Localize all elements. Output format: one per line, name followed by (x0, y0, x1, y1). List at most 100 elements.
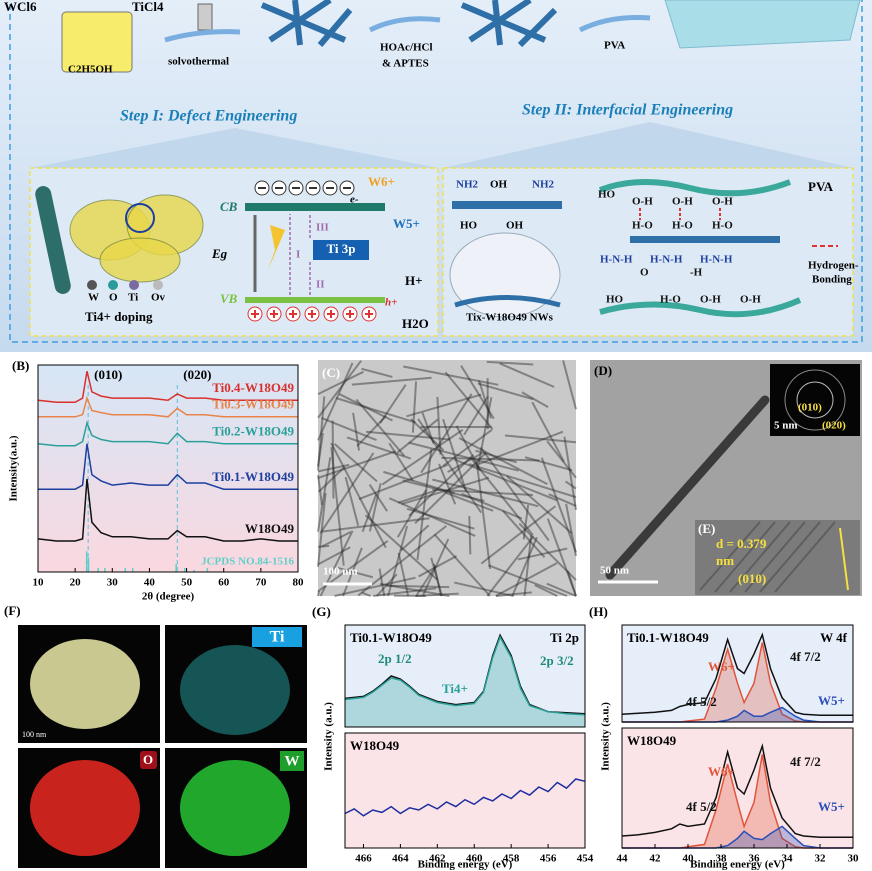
redox-label: H+ (405, 273, 423, 288)
band-label: VB (220, 291, 238, 306)
nanowire (361, 367, 393, 378)
nanowire (344, 476, 360, 527)
light (268, 225, 285, 270)
scale-label: 50 nm (600, 565, 629, 577)
x-tick-label: 50 (181, 577, 193, 589)
badge (252, 627, 302, 647)
nanowire (317, 546, 351, 566)
nanowire (432, 488, 533, 496)
nanowire (317, 396, 326, 471)
nanowire (401, 476, 490, 506)
nanowire (441, 456, 540, 462)
nanowire (396, 418, 439, 454)
nanowire (458, 437, 548, 486)
x-tick-label: 40 (683, 853, 695, 865)
nanowire (506, 475, 573, 535)
level-label: Ti 3p (326, 241, 355, 256)
nanowire (418, 555, 458, 578)
inset-dome (449, 232, 561, 318)
step-condition: HOAc/HCl (380, 42, 433, 54)
nanowire (469, 456, 534, 536)
legend-label: Ti (128, 292, 138, 304)
bond-label: HO (606, 294, 624, 306)
bond-label: H-N-H (650, 254, 683, 266)
annotation: (010) (94, 367, 122, 382)
nanowire (406, 393, 482, 418)
schematic-border (9, 0, 863, 343)
component-area (622, 707, 853, 722)
series-line (344, 635, 586, 716)
nanowire (522, 504, 530, 540)
nanowire (432, 478, 539, 508)
caption: Tix-W18O49 NWs (466, 312, 554, 324)
component-area (622, 754, 853, 848)
annotation: 4f 7/2 (790, 754, 821, 769)
plane-label: (010) (798, 402, 822, 414)
valence-band (245, 297, 385, 303)
nanowire (346, 436, 412, 460)
panel-label: (B) (12, 358, 29, 373)
nanowire-texture (317, 360, 577, 597)
nanowire (453, 458, 558, 502)
nanowire (317, 450, 397, 479)
legend-label: W (88, 292, 99, 304)
series-label: Ti0.4-W18O49 (212, 380, 294, 395)
x-tick-label: 462 (429, 853, 446, 865)
element-label: O (143, 752, 153, 767)
redox-label: W5+ (393, 216, 420, 231)
series-label: Ti0.1-W18O49 (212, 469, 294, 484)
series-line (621, 632, 853, 716)
nanowire (408, 454, 475, 517)
bond-label: H-O (660, 294, 681, 306)
nanowire (381, 428, 464, 486)
x-tick-label: 40 (144, 577, 156, 589)
nanowire (534, 584, 558, 597)
transitions (289, 214, 311, 295)
hydrogen-bonds: HOO-H O-H O-HH-O H-O H-OH-N-H H-N-H H-N-HO -HHO… (598, 189, 761, 306)
x-tick-label: 38 (716, 853, 728, 865)
nanowire (518, 522, 577, 581)
nanowire (386, 584, 450, 589)
plus-sign (365, 310, 373, 318)
x-tick-label: 466 (355, 853, 372, 865)
nanowire (319, 452, 375, 534)
y-axis-label: Intensity(a.u.) (8, 435, 20, 501)
bond-label: H-N-H (600, 254, 633, 266)
nanowire (486, 535, 535, 597)
nanowire (499, 362, 555, 388)
panel-label: (H) (589, 604, 608, 619)
nanowire (433, 533, 491, 597)
x-tick-label: 60 (218, 577, 230, 589)
solvent: C2H5OH (68, 64, 113, 76)
chart-title: W18O49 (350, 738, 400, 753)
badge (280, 751, 304, 771)
bond-label: O-H (632, 196, 653, 208)
x-tick-label: 454 (577, 853, 594, 865)
ti3p-level (313, 240, 369, 260)
reagent: TiCl4 (132, 0, 164, 14)
autoclave (197, 3, 213, 31)
nanowire (414, 451, 488, 524)
eds-signal (180, 645, 290, 735)
band-gap: Eg (211, 246, 228, 261)
nanowire (317, 466, 346, 493)
series-label: W5+ (818, 799, 845, 814)
nanowire (504, 434, 577, 444)
nanowire (397, 552, 410, 597)
nanowire (562, 360, 577, 410)
nanowire (524, 456, 573, 472)
scale-label: 100 nm (22, 730, 47, 739)
x-axis-label: Binding energy (eV) (690, 859, 785, 871)
nanowire (420, 393, 473, 474)
chart-subtitle: W 4f (820, 630, 848, 645)
x-tick-label: 10 (33, 577, 45, 589)
scale-label: 100 nm (323, 566, 358, 578)
arrow (578, 15, 651, 33)
group: OH (490, 179, 508, 191)
nanorod (35, 186, 71, 294)
bond-label: O (640, 267, 649, 279)
x-tick-label: 20 (70, 577, 82, 589)
x-tick-label: 36 (749, 853, 761, 865)
